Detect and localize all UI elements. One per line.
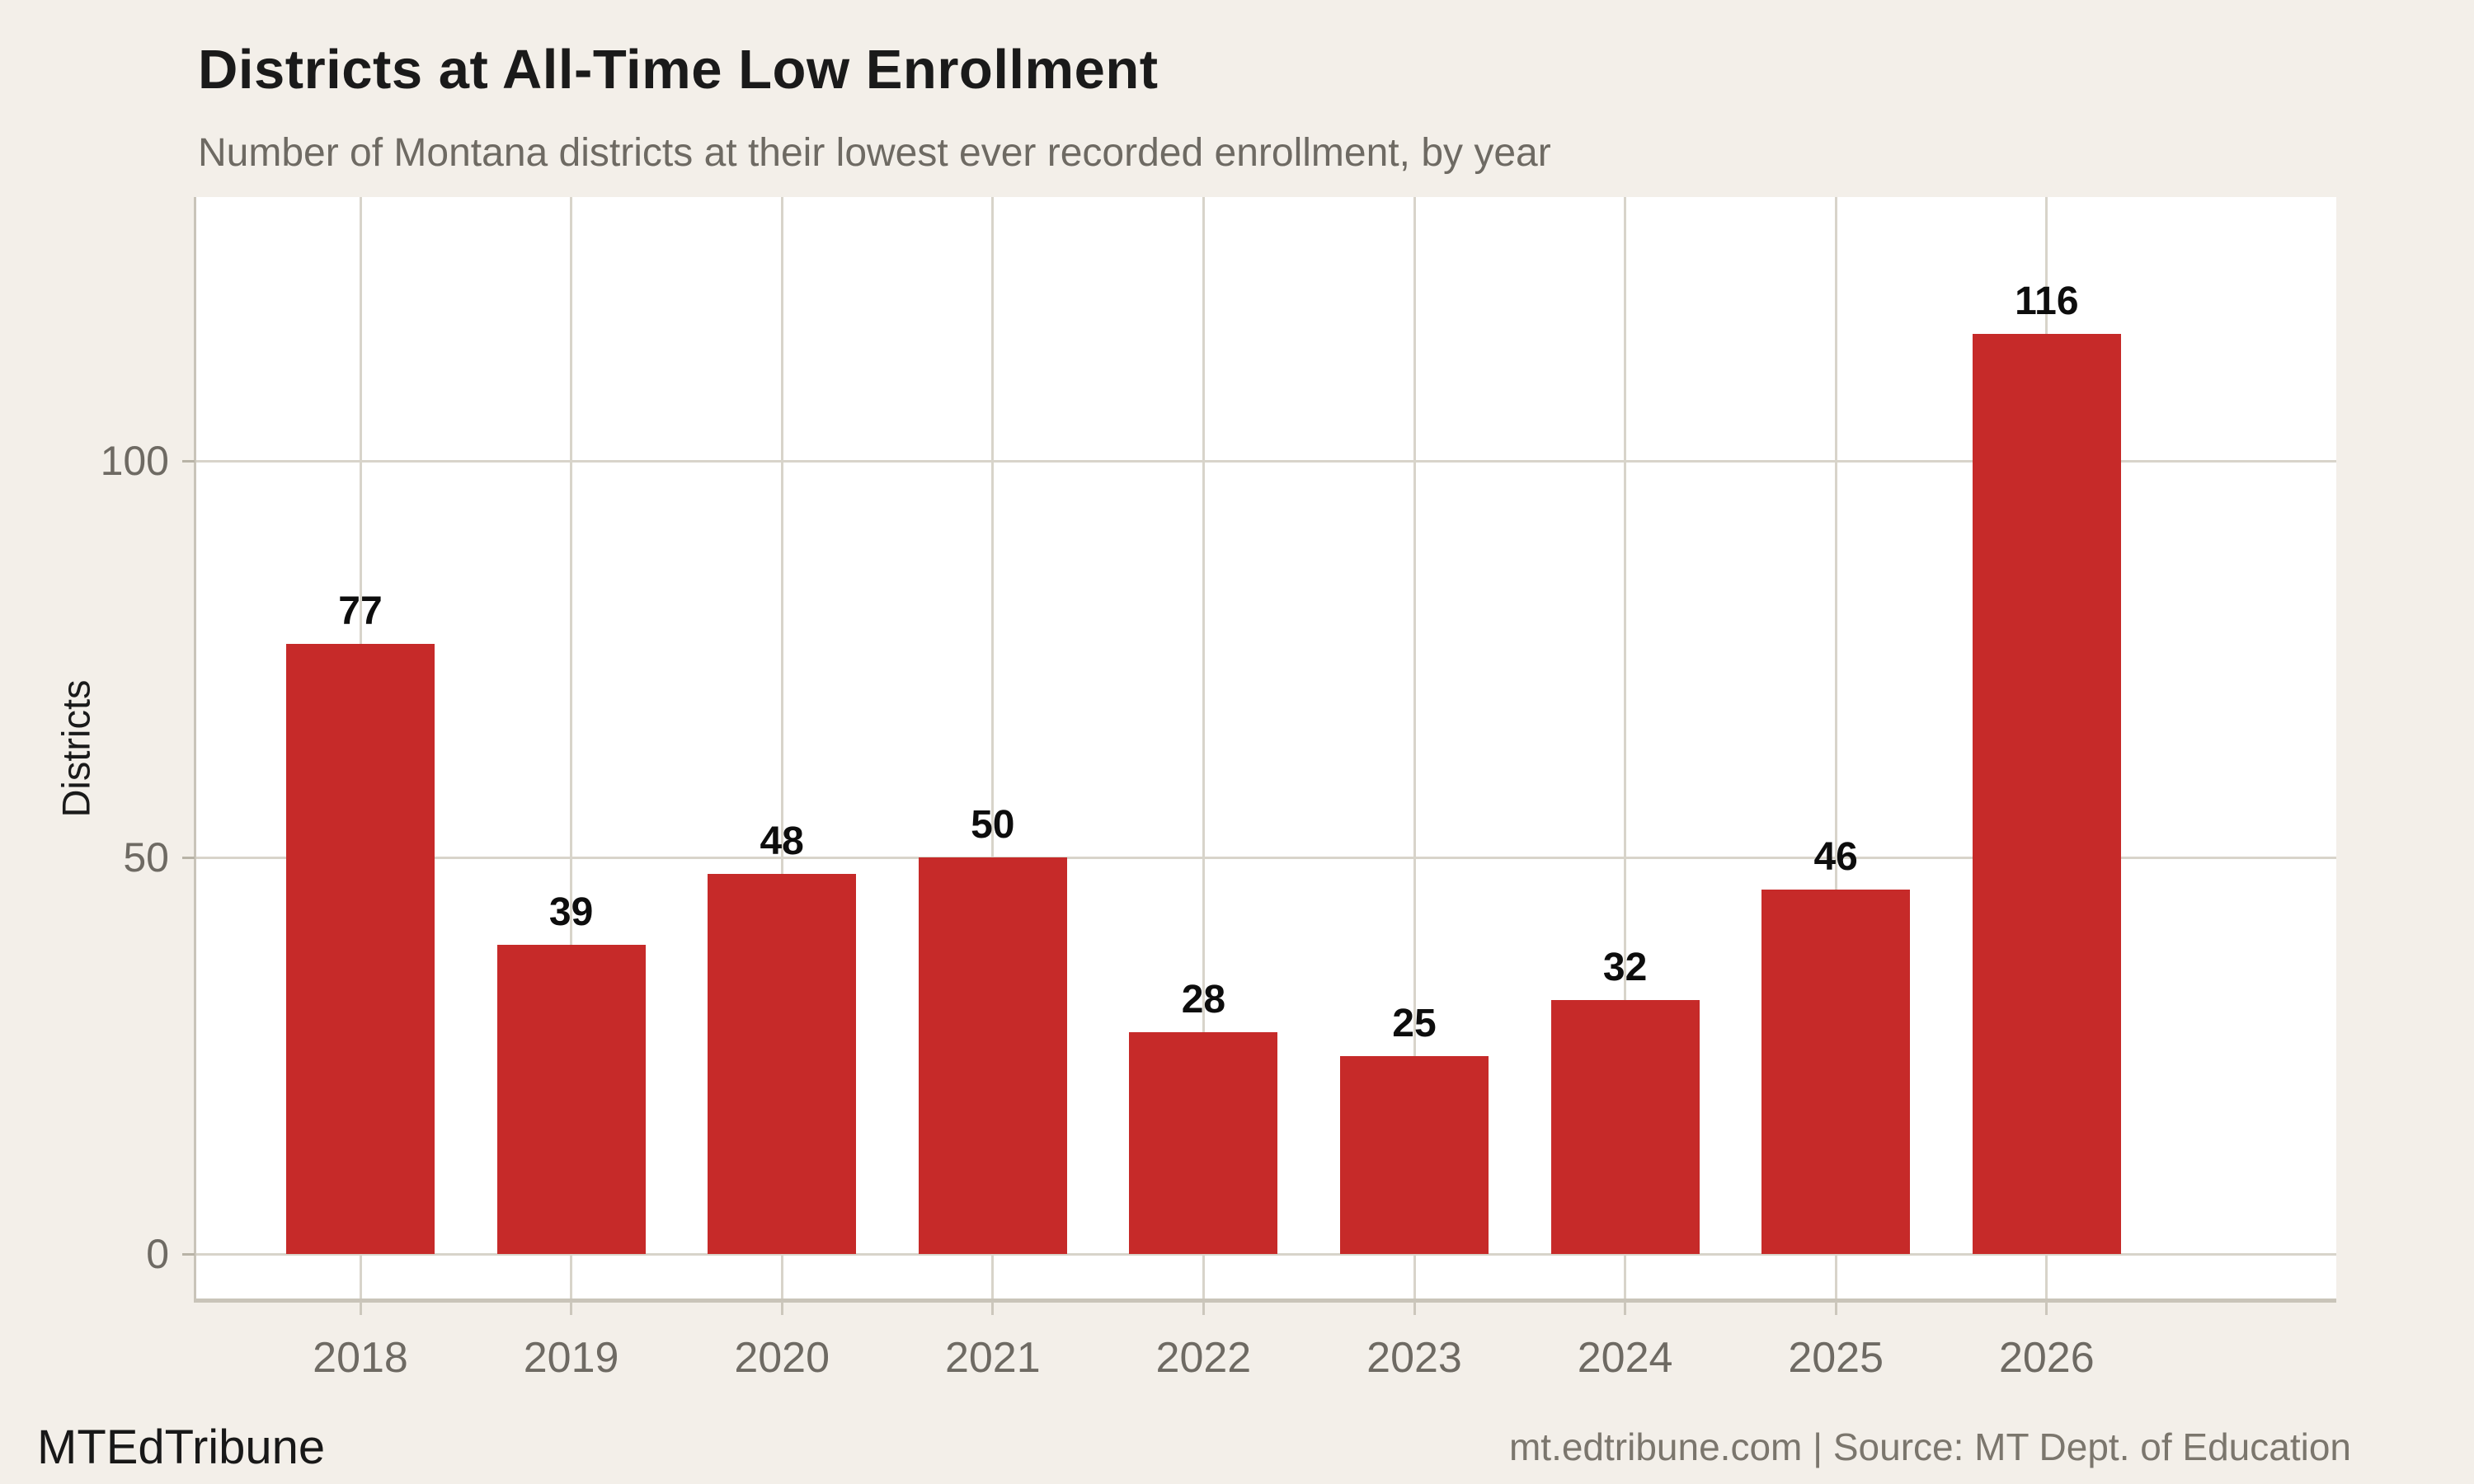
x-tick-label-2021: 2021 xyxy=(944,1334,1041,1382)
bar-2021 xyxy=(918,857,1067,1255)
bar-2020 xyxy=(708,873,857,1255)
gridline-vertical-2025 xyxy=(1834,197,1837,1300)
x-tick-label-2023: 2023 xyxy=(1366,1334,1462,1382)
bar-2023 xyxy=(1340,1055,1489,1255)
x-tick-label-2022: 2022 xyxy=(1155,1334,1252,1382)
x-axis-line xyxy=(195,1298,2336,1303)
bar-value-label-2025: 46 xyxy=(1813,834,1858,879)
bar-value-label-2020: 48 xyxy=(760,819,804,863)
x-tick-2022 xyxy=(1202,1302,1205,1315)
gridline-horizontal-50 xyxy=(195,856,2336,859)
x-tick-label-2025: 2025 xyxy=(1788,1334,1884,1382)
y-tick-label-0: 0 xyxy=(146,1231,169,1278)
footer-source: mt.edtribune.com | Source: MT Dept. of E… xyxy=(1508,1425,2351,1468)
gridline-horizontal-100 xyxy=(195,459,2336,463)
bar-2022 xyxy=(1129,1031,1278,1255)
gridline-vertical-2023 xyxy=(1413,197,1416,1300)
y-tick-label-100: 100 xyxy=(100,438,169,485)
y-tick-100 xyxy=(182,459,195,463)
gridline-vertical-2020 xyxy=(780,197,783,1300)
bar-2024 xyxy=(1550,1000,1700,1255)
y-axis-line xyxy=(194,197,196,1303)
y-tick-label-50: 50 xyxy=(123,834,169,881)
gridline-horizontal-0 xyxy=(195,1252,2336,1256)
chart-title: Districts at All-Time Low Enrollment xyxy=(198,39,1159,101)
x-tick-label-2024: 2024 xyxy=(1577,1334,1673,1382)
gridline-vertical-2022 xyxy=(1202,197,1205,1300)
y-axis-title-text: Districts xyxy=(54,679,98,818)
footer-brand: MTEdTribune xyxy=(37,1421,326,1474)
y-tick-0 xyxy=(182,1252,195,1256)
bar-value-label-2018: 77 xyxy=(338,589,383,633)
bar-value-label-2019: 39 xyxy=(548,890,594,935)
x-tick-2018 xyxy=(359,1302,362,1315)
bar-value-label-2022: 28 xyxy=(1181,977,1226,1021)
x-tick-2024 xyxy=(1624,1302,1627,1315)
gridline-vertical-2024 xyxy=(1624,197,1627,1300)
y-tick-50 xyxy=(182,856,195,859)
x-tick-2021 xyxy=(991,1302,995,1315)
x-tick-2026 xyxy=(2045,1302,2048,1315)
bar-2019 xyxy=(496,945,646,1255)
gridline-vertical-2019 xyxy=(570,197,573,1300)
x-tick-label-2018: 2018 xyxy=(313,1334,408,1382)
plot-area: 77 2018 39 2019 48 2020 50 2021 28 2022 25 2023 32 20… xyxy=(101,197,2336,1382)
bar-2026 xyxy=(1972,334,2121,1255)
x-tick-label-2019: 2019 xyxy=(523,1334,619,1382)
x-tick-2025 xyxy=(1834,1302,1837,1315)
bar-value-label-2026: 116 xyxy=(2015,279,2079,324)
x-tick-2019 xyxy=(570,1302,573,1315)
bar-value-label-2024: 32 xyxy=(1602,946,1648,990)
x-tick-2020 xyxy=(780,1302,783,1315)
gridline-vertical-2021 xyxy=(991,197,995,1300)
x-tick-label-2026: 2026 xyxy=(1998,1334,2095,1382)
bar-2025 xyxy=(1761,889,1911,1255)
bar-value-label-2021: 50 xyxy=(971,803,1015,848)
bar-2018 xyxy=(286,643,435,1255)
x-tick-2023 xyxy=(1413,1302,1416,1315)
x-tick-label-2020: 2020 xyxy=(734,1334,830,1382)
bar-value-label-2023: 25 xyxy=(1392,1001,1437,1045)
chart-subtitle: Number of Montana districts at their low… xyxy=(198,131,1551,175)
